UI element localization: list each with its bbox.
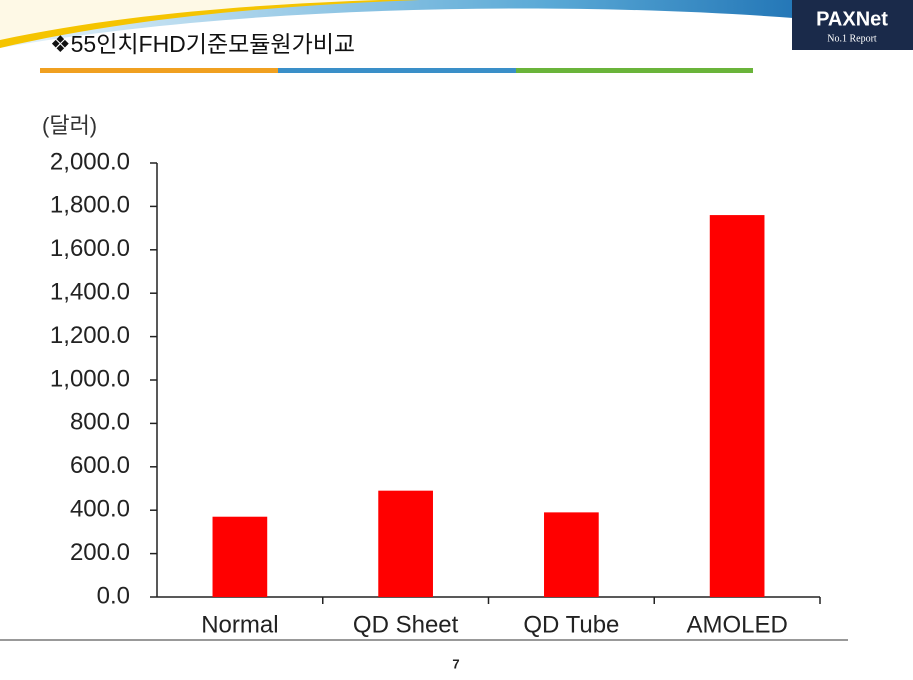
y-tick-label: 1,600.0 — [50, 235, 130, 262]
y-tick-label: 1,800.0 — [50, 192, 130, 219]
logo-box — [792, 0, 913, 50]
y-tick-label: 800.0 — [70, 409, 130, 436]
y-tick-label: 600.0 — [70, 452, 130, 479]
title-rule — [40, 68, 278, 73]
x-tick-label: QD Sheet — [353, 611, 459, 638]
y-tick-label: 1,000.0 — [50, 365, 130, 392]
bar — [544, 512, 599, 597]
x-tick-label: QD Tube — [523, 611, 619, 638]
header-swoosh-white — [0, 0, 380, 40]
bar — [378, 490, 433, 597]
title-rule — [516, 68, 753, 73]
page-number: 7 — [452, 656, 459, 671]
y-tick-label: 1,200.0 — [50, 322, 130, 349]
x-tick-label: AMOLED — [686, 611, 787, 638]
bar — [709, 215, 765, 597]
slide-title: ❖55인치FHD기준모듈원가비교 — [50, 31, 355, 57]
y-tick-label: 0.0 — [97, 582, 130, 609]
x-tick-label: Normal — [201, 611, 278, 638]
logo: PAXNet — [816, 8, 888, 30]
y-tick-label: 200.0 — [70, 539, 130, 566]
y-tick-label: 400.0 — [70, 496, 130, 523]
y-tick-label: 2,000.0 — [50, 148, 130, 175]
y-tick-label: 1,400.0 — [50, 279, 130, 306]
title-rule — [278, 68, 516, 73]
plot: 0.0 200.0 400.0 600.0 800.0 1,000.0 1,200.0 1,4… — [50, 148, 821, 638]
logo-sub: No.1 Report — [827, 33, 877, 44]
y-axis-label: (달러) — [42, 113, 97, 138]
bar — [212, 516, 268, 597]
